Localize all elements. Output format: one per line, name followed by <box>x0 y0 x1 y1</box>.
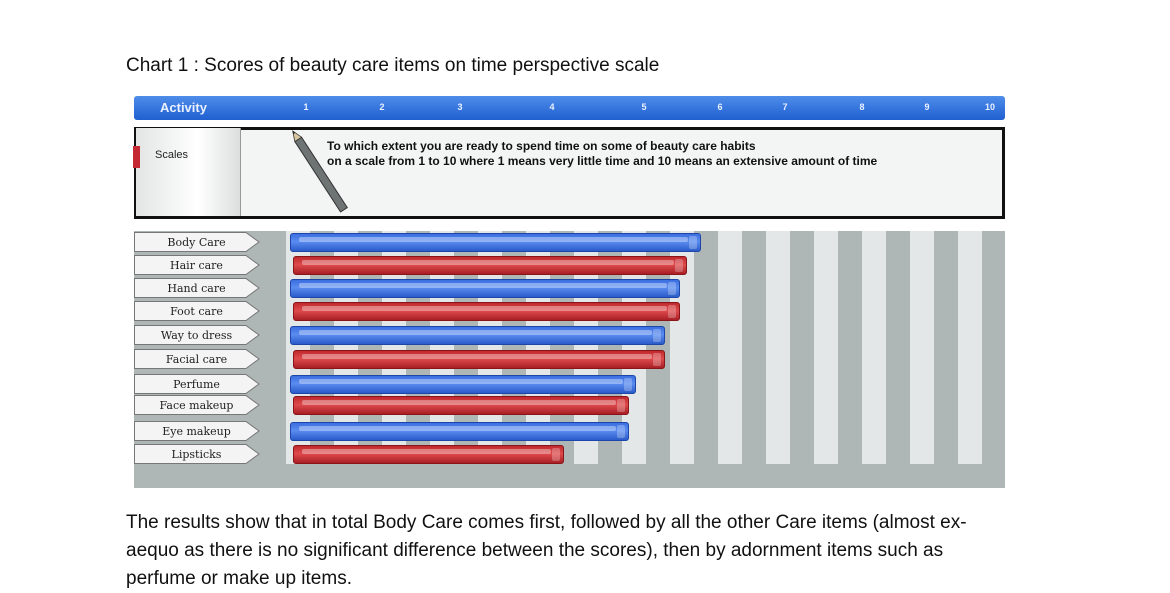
scroll-tab-marker <box>133 146 140 168</box>
tick-label: 8 <box>859 102 865 112</box>
tick-label: 1 <box>303 102 309 112</box>
category-label-text: Face makeup <box>159 399 234 412</box>
page-title: Chart 1 : Scores of beauty care items on… <box>126 55 660 76</box>
tick-label: 7 <box>782 102 788 112</box>
grid-stripe <box>910 231 934 464</box>
category-label: Body Care <box>134 232 260 252</box>
grid-stripe <box>814 231 838 464</box>
category-label: Perfume <box>134 374 260 394</box>
chart-header-bar: Activity 1 2 3 4 5 6 7 8 9 10 <box>134 96 1005 120</box>
category-label-text: Eye makeup <box>162 425 231 438</box>
bar-way-to-dress <box>290 326 666 345</box>
tick-label: 9 <box>924 102 930 112</box>
category-label-text: Lipsticks <box>171 448 222 461</box>
bar-hand-care <box>290 279 680 298</box>
category-label: Hand care <box>134 278 260 298</box>
category-label-text: Way to dress <box>160 329 233 342</box>
pencil-icon <box>292 130 348 213</box>
bar-face-makeup <box>293 396 630 415</box>
bar-facial-care <box>293 350 666 369</box>
category-label: Lipsticks <box>134 444 260 464</box>
tick-label: 6 <box>717 102 723 112</box>
tick-label: 3 <box>457 102 463 112</box>
body-line-1: The results show that in total Body Care… <box>126 512 967 533</box>
question-line-1: To which extent you are ready to spend t… <box>327 139 756 153</box>
grid-stripe <box>958 231 982 464</box>
body-line-3: perfume or make up items. <box>126 568 352 589</box>
header-activity-label: Activity <box>160 100 207 115</box>
grid-stripe <box>862 231 886 464</box>
category-label: Way to dress <box>134 325 260 345</box>
category-label-text: Facial care <box>165 353 228 366</box>
category-label-text: Perfume <box>173 378 220 391</box>
question-text: To which extent you are ready to spend t… <box>327 139 877 169</box>
bar-perfume <box>290 375 637 394</box>
bar-eye-makeup <box>290 422 630 441</box>
bar-foot-care <box>293 302 680 321</box>
tick-label: 4 <box>549 102 555 112</box>
category-label: Foot care <box>134 301 260 321</box>
tick-label: 5 <box>641 102 647 112</box>
grid-stripe <box>766 231 790 464</box>
category-label-text: Hand care <box>167 282 226 295</box>
bar-lipsticks <box>293 445 565 464</box>
category-label-text: Body Care <box>167 236 226 249</box>
category-label-text: Foot care <box>170 305 223 318</box>
scales-box <box>134 127 1005 219</box>
body-line-2: aequo as there is no significant differe… <box>126 540 944 561</box>
category-label: Facial care <box>134 349 260 369</box>
scales-label: Scales <box>155 149 189 161</box>
bar-hair-care <box>293 256 687 275</box>
category-label-text: Hair care <box>170 259 223 272</box>
bar-body-care <box>290 233 702 252</box>
category-label: Hair care <box>134 255 260 275</box>
question-line-2: on a scale from 1 to 10 where 1 means ve… <box>327 154 878 168</box>
grid-stripe <box>718 231 742 464</box>
category-label: Eye makeup <box>134 421 260 441</box>
tick-label: 10 <box>984 102 996 112</box>
tick-label: 2 <box>379 102 385 112</box>
body-paragraph: The results show that in total Body Care… <box>126 509 1026 593</box>
scroll-icon <box>136 128 241 216</box>
category-label: Face makeup <box>134 395 260 415</box>
